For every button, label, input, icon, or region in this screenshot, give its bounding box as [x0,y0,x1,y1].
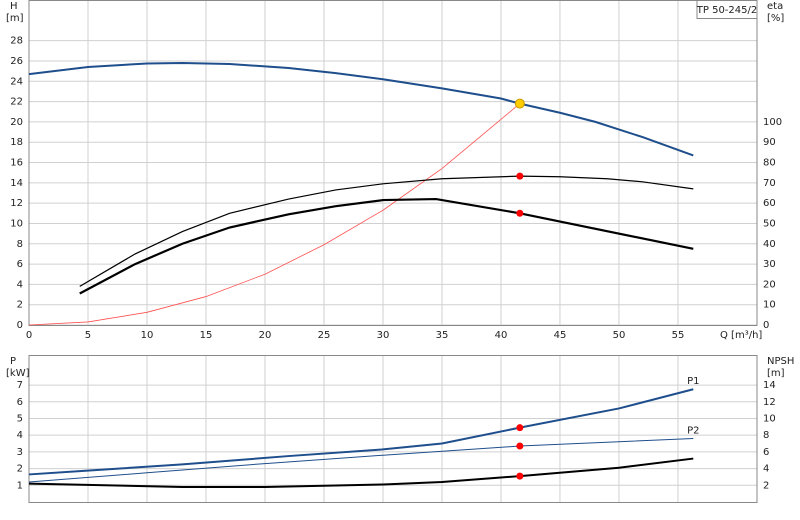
y-axis-label: H [10,1,18,12]
duty-point [516,442,524,450]
y-tick-label: 8 [17,239,23,250]
y-tick-label: 20 [10,117,23,128]
x-tick-label: 40 [495,330,508,341]
y-tick-label: 16 [10,158,23,169]
y2-axis-label: eta [767,1,783,12]
y2-tick-label: 10 [763,413,776,424]
y2-tick-label: 8 [763,430,769,441]
y-tick-label: 28 [10,36,23,47]
duty-point [514,98,525,109]
y-tick-label: 1 [17,480,23,491]
y2-tick-label: 14 [763,380,776,391]
x-tick-label: 55 [672,330,685,341]
duty-point [516,209,524,217]
y-tick-label: 4 [17,279,23,290]
y-tick-label: 26 [10,56,23,67]
y-axis-unit: [kW] [6,368,30,379]
y-tick-label: 24 [10,76,23,87]
y-tick-label: 6 [17,259,23,270]
y2-tick-label: 70 [763,178,776,189]
label-box [696,0,758,19]
y2-tick-label: 60 [763,198,776,209]
y-tick-label: 2 [17,300,23,311]
y-tick-label: 5 [17,413,23,424]
plot-frame [28,0,758,326]
y2-tick-label: 0 [763,320,769,331]
y2-tick-label: 80 [763,158,776,169]
x-tick-label: 50 [613,330,626,341]
curve [28,103,521,326]
x-tick-label: 30 [377,330,390,341]
y2-tick-label: 2 [763,480,769,491]
x-axis-label: Q [m³/h] [720,330,762,341]
y-tick-label: 6 [17,397,23,408]
curve [28,438,694,483]
y2-tick-label: 6 [763,447,769,458]
y-tick-label: 7 [17,380,23,391]
y-axis-unit: [m] [6,13,24,24]
y2-tick-label: 4 [763,464,769,475]
plot-frame [28,355,758,503]
x-tick-label: 45 [554,330,567,341]
y-tick-label: 12 [10,198,23,209]
y-tick-label: 2 [17,464,23,475]
y2-tick-label: 12 [763,397,776,408]
x-tick-label: 20 [259,330,272,341]
y2-axis-label: NPSH [767,356,794,367]
y2-tick-label: 10 [763,300,776,311]
chart-label: TP 50-245/2 [696,5,757,16]
curve-label: P1 [687,376,699,387]
y-tick-label: 4 [17,430,23,441]
x-tick-label: 25 [318,330,331,341]
y-axis-label: P [10,356,16,367]
y2-tick-label: 50 [763,218,776,229]
x-tick-label: 10 [141,330,154,341]
x-tick-label: 5 [85,330,91,341]
duty-point [516,172,524,180]
y2-tick-label: 40 [763,239,776,250]
y-tick-label: 22 [10,97,23,108]
y2-tick-label: 20 [763,279,776,290]
curve [28,61,694,157]
y2-axis-unit: [m] [767,368,785,379]
y2-tick-label: 30 [763,259,776,270]
y2-tick-label: 100 [763,117,782,128]
duty-point [516,472,524,480]
duty-point [516,424,524,432]
curve [79,175,694,287]
y2-axis-unit: [%] [767,13,784,24]
curve [79,197,694,295]
curve [28,457,694,488]
y-tick-label: 14 [10,178,23,189]
y-tick-label: 0 [17,320,23,331]
y2-tick-label: 90 [763,137,776,148]
x-tick-label: 35 [436,330,449,341]
curve [28,388,694,476]
y-tick-label: 3 [17,447,23,458]
curve-label: P2 [687,426,699,437]
x-tick-label: 15 [200,330,213,341]
y-tick-label: 18 [10,137,23,148]
y-tick-label: 10 [10,218,23,229]
x-tick-label: 0 [26,330,32,341]
